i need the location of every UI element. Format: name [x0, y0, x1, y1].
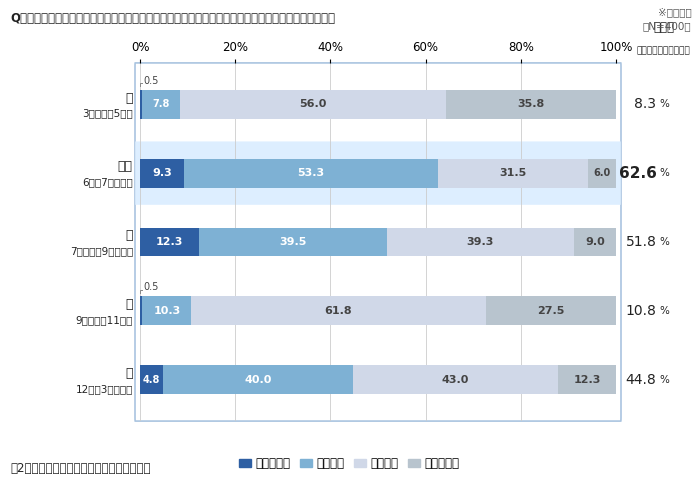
Text: 夏: 夏 — [125, 229, 133, 242]
Bar — [140, 365, 163, 394]
Text: 12月～3月中扔頑: 12月～3月中扔頑 — [76, 384, 133, 393]
Text: 7.8: 7.8 — [153, 99, 169, 109]
Text: 35.8: 35.8 — [517, 99, 545, 109]
Text: （N=400）: （N=400） — [643, 21, 692, 31]
Text: 39.3: 39.3 — [466, 237, 494, 247]
Text: 44.8: 44.8 — [626, 373, 657, 387]
Text: 12.3: 12.3 — [155, 237, 183, 247]
Bar — [140, 159, 184, 188]
Text: %: % — [660, 99, 670, 109]
Text: 27.5: 27.5 — [538, 306, 565, 316]
Text: 51.8: 51.8 — [626, 235, 657, 249]
Text: 冬: 冬 — [125, 367, 133, 380]
Text: 53.3: 53.3 — [298, 168, 325, 178]
Text: 9月下扔～11月頑: 9月下扔～11月頑 — [76, 315, 133, 325]
Text: 不快計: 不快計 — [653, 21, 674, 34]
Text: ※単一回答: ※単一回答 — [658, 7, 692, 17]
Text: 56.0: 56.0 — [299, 99, 326, 109]
Bar — [179, 90, 446, 119]
Bar — [199, 227, 386, 257]
Text: 0.5: 0.5 — [144, 76, 159, 86]
Text: 0.5: 0.5 — [144, 282, 159, 292]
Text: 10.8: 10.8 — [626, 304, 657, 318]
Text: 7月下扔～9月中扔頑: 7月下扔～9月中扔頑 — [69, 246, 133, 256]
Bar — [140, 227, 199, 257]
Text: %: % — [660, 168, 670, 178]
Text: %: % — [660, 306, 670, 316]
Bar — [142, 296, 191, 325]
Text: %: % — [660, 237, 670, 247]
Text: 10.3: 10.3 — [153, 306, 181, 316]
Text: 12.3: 12.3 — [573, 375, 601, 385]
Bar — [184, 159, 438, 188]
Text: 3月下扔～5月頑: 3月下扔～5月頑 — [82, 108, 133, 118]
Bar — [558, 365, 617, 394]
Text: 9.0: 9.0 — [585, 237, 605, 247]
Bar — [142, 90, 179, 119]
Bar — [140, 296, 142, 325]
Bar — [354, 365, 558, 394]
FancyBboxPatch shape — [135, 141, 621, 205]
Bar — [486, 296, 617, 325]
Text: とても不快＋やや不快: とても不快＋やや不快 — [637, 47, 690, 56]
Text: 62.6: 62.6 — [619, 166, 657, 181]
Text: 9.3: 9.3 — [153, 168, 172, 178]
Text: 43.0: 43.0 — [442, 375, 469, 385]
Text: 39.5: 39.5 — [279, 237, 306, 247]
Bar — [588, 159, 617, 188]
Bar — [573, 227, 617, 257]
Text: 春: 春 — [125, 91, 133, 105]
Text: 40.0: 40.0 — [244, 375, 272, 385]
Text: 6月～7月中扔頑: 6月～7月中扔頑 — [82, 177, 133, 187]
Text: 6.0: 6.0 — [594, 168, 611, 178]
Text: 秋: 秋 — [125, 298, 133, 311]
Text: 梅雨: 梅雨 — [118, 160, 133, 173]
Bar — [438, 159, 588, 188]
Text: 8.3: 8.3 — [634, 97, 657, 111]
Text: %: % — [660, 375, 670, 385]
FancyBboxPatch shape — [135, 63, 621, 421]
Bar — [386, 227, 573, 257]
Bar — [163, 365, 354, 394]
Text: 61.8: 61.8 — [325, 306, 352, 316]
Text: Q：あなたが現在主にお住まいの住宅内の空気について、季節毎の快適度・不快度を教えてください。: Q：あなたが現在主にお住まいの住宅内の空気について、季節毎の快適度・不快度を教え… — [10, 12, 335, 25]
Text: 4.8: 4.8 — [143, 375, 160, 385]
Text: 31.5: 31.5 — [499, 168, 526, 178]
Bar — [191, 296, 486, 325]
Legend: とても不快, やや不快, やや快適, とても快適: とても不快, やや不快, やや快適, とても快適 — [234, 452, 464, 474]
Text: 図2　住宅内空気における季節毎の快・不快: 図2 住宅内空気における季節毎の快・不快 — [10, 462, 151, 475]
Bar — [140, 90, 142, 119]
Bar — [446, 90, 617, 119]
